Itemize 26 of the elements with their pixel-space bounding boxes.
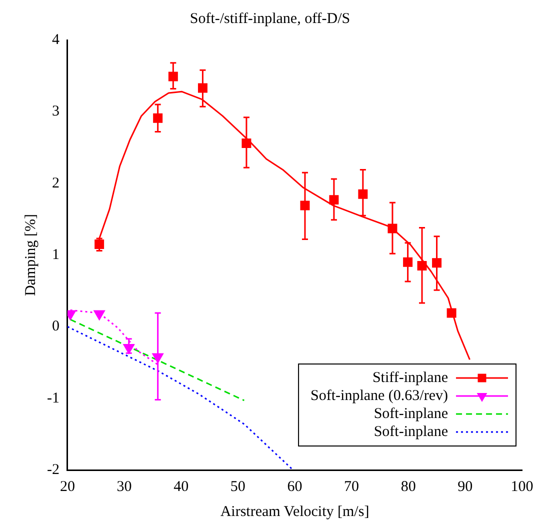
legend-label: Soft-inplane (0.63/rev) xyxy=(310,388,448,404)
y-axis-title: Damping [%] xyxy=(22,214,39,296)
y-tick-label: 0 xyxy=(52,318,60,335)
x-tick-label: 50 xyxy=(230,478,246,495)
chart-title: Soft-/stiff-inplane, off-D/S xyxy=(190,10,350,27)
y-tick-label: 2 xyxy=(52,175,60,192)
legend-label: Soft-inplane xyxy=(374,424,448,440)
point xyxy=(446,308,456,318)
x-tick-label: 30 xyxy=(116,478,132,495)
x-tick-label: 40 xyxy=(174,478,189,495)
legend-label: Soft-inplane xyxy=(374,406,448,422)
y-tick-label: -1 xyxy=(46,390,60,406)
x-tick-label: 60 xyxy=(287,478,302,495)
x-axis-title: Airstream Velocity [m/s] xyxy=(220,504,370,520)
x-tick-label: 20 xyxy=(60,478,75,495)
point xyxy=(94,310,106,320)
x-tick-label: 70 xyxy=(344,478,360,495)
line-series xyxy=(67,326,294,470)
y-tick-label: 3 xyxy=(52,104,60,120)
x-tick-label: 90 xyxy=(458,478,473,495)
legend-label: Stiff-inplane xyxy=(372,370,448,386)
y-tick-label: -2 xyxy=(46,462,60,478)
x-tick-label: 80 xyxy=(400,478,416,495)
x-tick-label: 100 xyxy=(510,478,534,495)
y-tick-label: 1 xyxy=(52,246,60,263)
y-tick-label: 4 xyxy=(52,32,60,48)
